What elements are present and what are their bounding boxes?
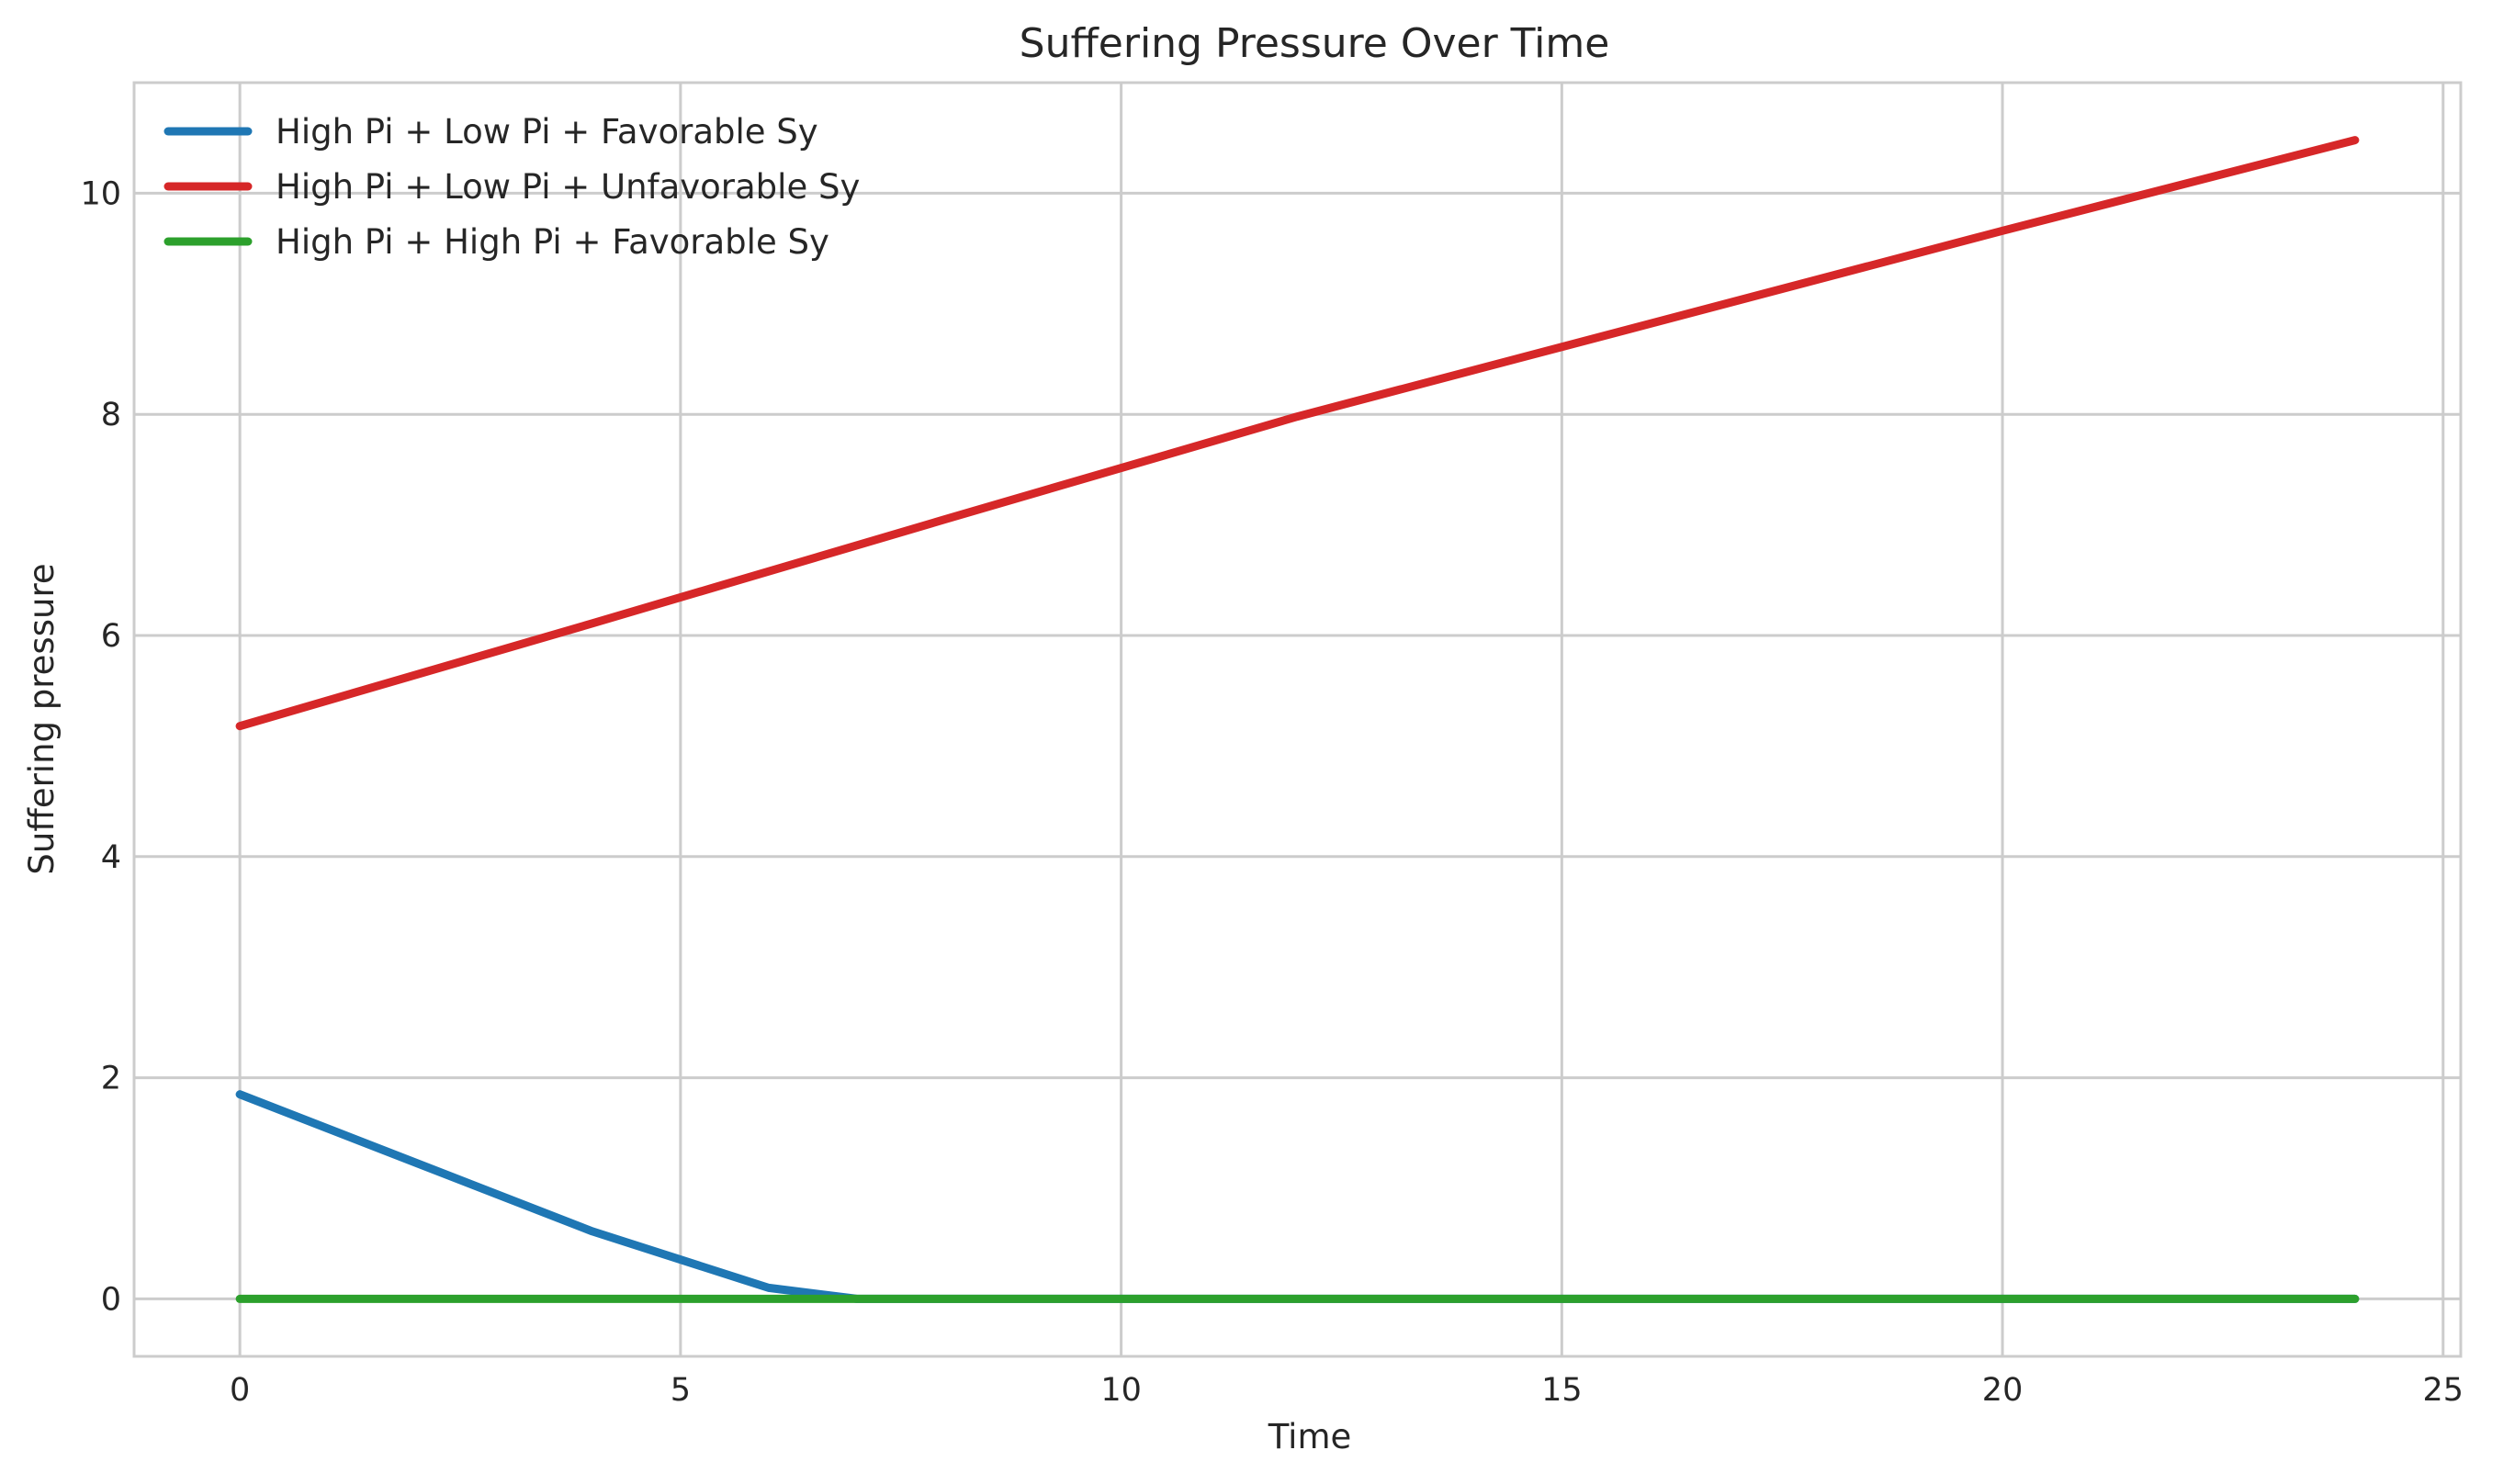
- y-tick-label: 2: [101, 1061, 121, 1097]
- x-tick-label: 0: [230, 1372, 250, 1409]
- chart-title: Suffering Pressure Over Time: [1020, 20, 1610, 67]
- x-axis-label: Time: [1268, 1417, 1352, 1456]
- y-tick-label: 10: [80, 175, 121, 212]
- x-tick-label: 25: [2423, 1372, 2464, 1409]
- tick-labels: 0 5 10 15 20 25 0 2 4 6 8 10: [80, 175, 2463, 1409]
- y-tick-label: 0: [101, 1281, 121, 1318]
- y-tick-label: 8: [101, 397, 121, 433]
- legend-label: High Pi + Low Pi + Unfavorable Sy: [276, 167, 860, 207]
- x-tick-label: 5: [671, 1372, 691, 1409]
- legend: High Pi + Low Pi + Favorable Sy High Pi +…: [163, 112, 860, 262]
- x-tick-label: 10: [1100, 1372, 1142, 1409]
- y-tick-label: 4: [101, 839, 121, 876]
- x-tick-label: 15: [1541, 1372, 1583, 1409]
- plot-frame: [132, 81, 2463, 1358]
- legend-label: High Pi + Low Pi + Favorable Sy: [276, 112, 818, 152]
- x-tick-label: 20: [1982, 1372, 2024, 1409]
- series-line-2: [235, 136, 2360, 731]
- legend-label: High Pi + High Pi + Favorable Sy: [276, 222, 829, 262]
- series-lines: [235, 136, 2360, 1303]
- y-axis-label: Suffering pressure: [22, 563, 62, 874]
- y-tick-label: 6: [101, 618, 121, 655]
